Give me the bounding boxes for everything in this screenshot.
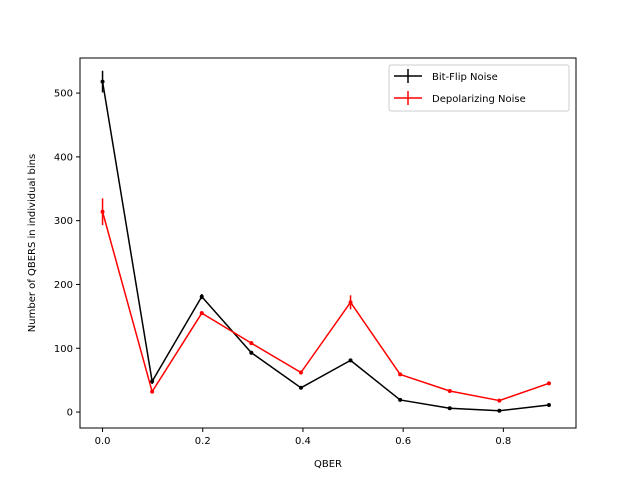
data-point-bit-flip-noise	[100, 79, 105, 84]
y-tick-label: 500	[54, 89, 73, 100]
data-point-depolarizing-noise	[447, 389, 452, 393]
data-point-bit-flip-noise	[199, 294, 204, 299]
legend-frame	[388, 64, 570, 112]
y-tick-label: 200	[54, 280, 73, 291]
data-point-depolarizing-noise	[199, 311, 204, 316]
x-axis-ticks: 0.0 0.2 0.4 0.6 0.8	[95, 428, 511, 447]
data-point-depolarizing-noise	[249, 341, 254, 346]
data-point-bit-flip-noise	[298, 385, 303, 390]
data-point-depolarizing-noise	[398, 372, 403, 377]
data-point-bit-flip-noise	[497, 408, 502, 413]
data-point-bit-flip-noise	[249, 350, 254, 355]
y-tick-label: 0	[67, 408, 73, 419]
data-point-depolarizing-noise	[298, 370, 303, 375]
x-axis-label: QBER	[314, 459, 342, 470]
data-point-depolarizing-noise	[497, 398, 502, 403]
data-point-bit-flip-noise	[447, 406, 452, 411]
x-tick-label: 0.6	[395, 436, 411, 447]
series-line-depolarizing-noise	[101, 211, 550, 402]
x-tick-label: 0.2	[195, 436, 211, 447]
data-point-depolarizing-noise	[546, 381, 551, 386]
data-point-bit-flip-noise	[150, 379, 155, 384]
y-tick-label: 300	[54, 216, 73, 227]
plot-frame	[79, 57, 577, 429]
legend: Bit-Flip Noise Depolarizing Noise	[388, 64, 570, 112]
y-tick-label: 400	[54, 152, 73, 163]
series-layer	[100, 70, 551, 413]
data-point-bit-flip-noise	[546, 403, 551, 408]
y-tick-label: 100	[54, 344, 73, 355]
y-axis-label: Number of QBERS in individual bins	[27, 154, 38, 332]
data-point-bit-flip-noise	[398, 397, 403, 402]
data-point-depolarizing-noise	[150, 389, 155, 394]
series-line-bit-flip-noise	[101, 81, 550, 412]
x-tick-label: 0.0	[95, 436, 111, 447]
legend-label-depolarizing: Depolarizing Noise	[432, 94, 526, 105]
x-tick-label: 0.8	[495, 436, 511, 447]
legend-label-bit-flip: Bit-Flip Noise	[432, 72, 498, 83]
data-point-depolarizing-noise	[348, 300, 353, 305]
x-tick-label: 0.4	[295, 436, 311, 447]
y-axis-ticks: 0 100 200 300 400 500	[54, 89, 80, 419]
data-point-bit-flip-noise	[348, 358, 353, 363]
data-point-depolarizing-noise	[100, 209, 105, 214]
